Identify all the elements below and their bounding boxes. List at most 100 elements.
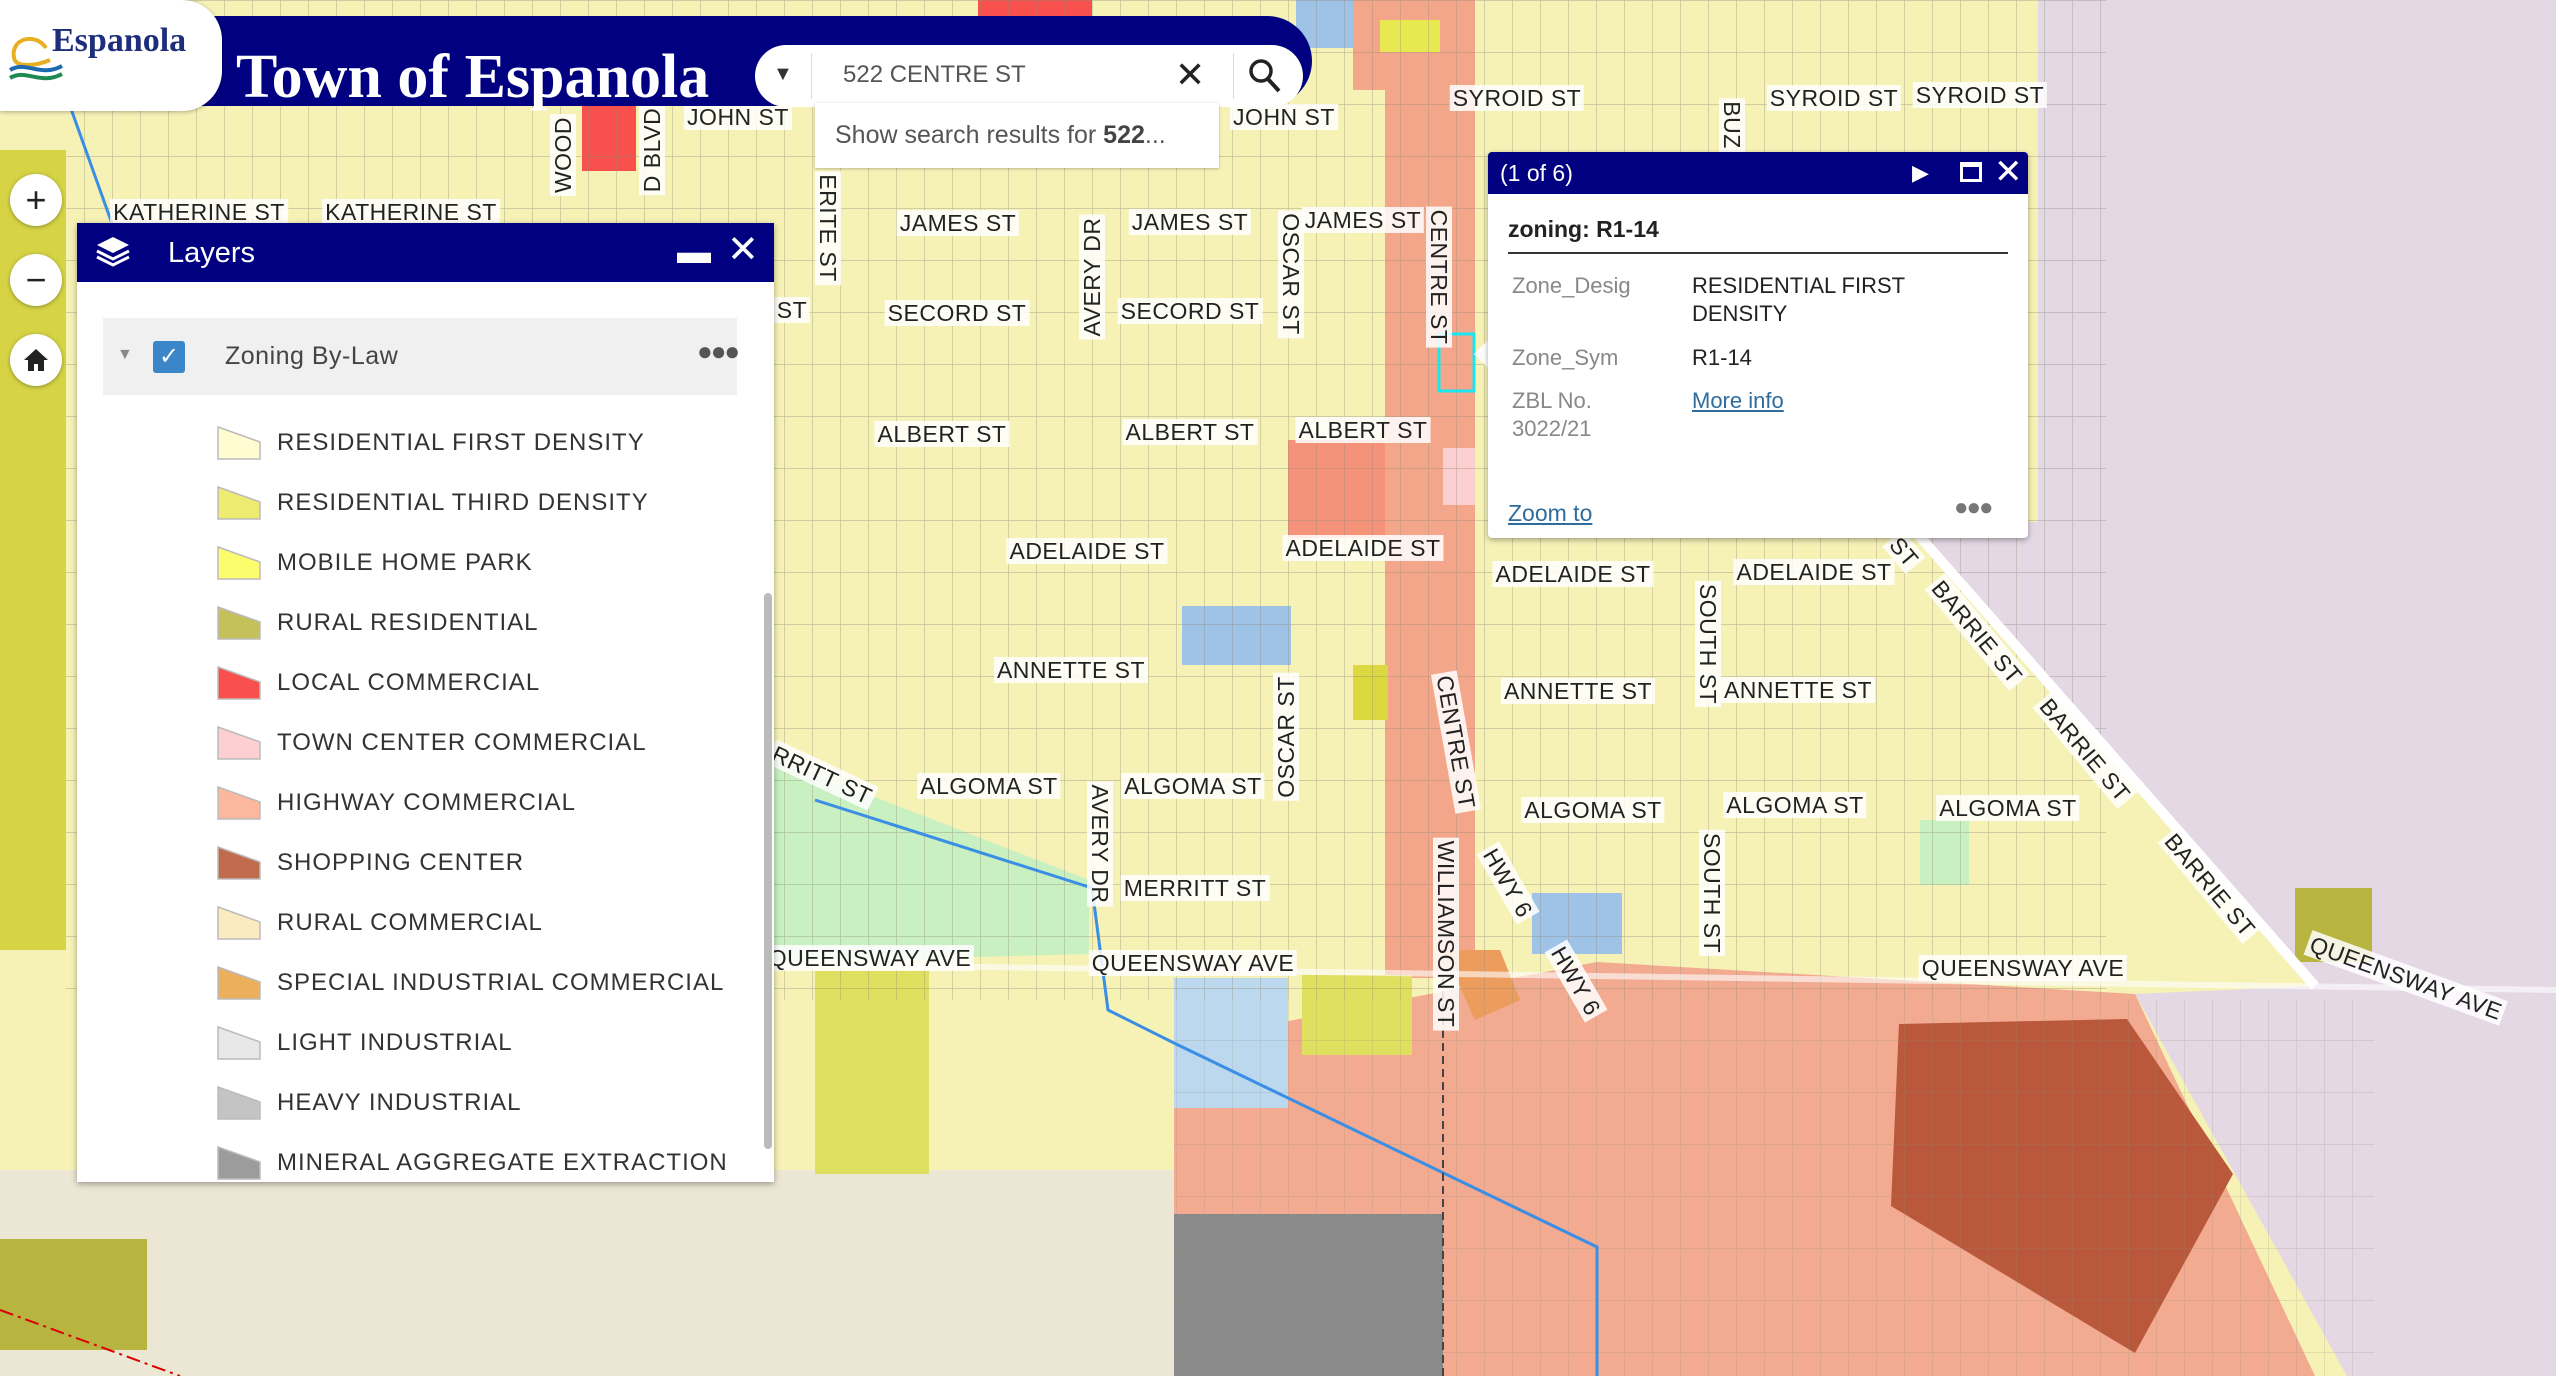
street-label: SECORD ST (1117, 298, 1263, 324)
next-feature-icon[interactable]: ▶ (1912, 160, 1929, 185)
layer-item-zoning[interactable]: ▼ ✓ Zoning By-Law ●●● (103, 318, 740, 395)
street-label: ANNETTE ST (1500, 678, 1656, 704)
zoom-to-link[interactable]: Zoom to (1508, 500, 1593, 526)
street-label: JAMES ST (1128, 209, 1252, 235)
zoom-out-button[interactable]: − (10, 254, 62, 306)
street-label: ERITE ST (815, 171, 841, 285)
layers-panel: Layers ▬ ✕ ▼ ✓ Zoning By-Law ●●● RESIDEN… (77, 223, 774, 1182)
parcel-lines-south (1174, 1000, 2374, 1376)
street-label: QUEENSWAY AVE (765, 945, 975, 971)
feature-counter: (1 of 6) (1500, 160, 1573, 186)
street-label: JAMES ST (1301, 207, 1425, 233)
minimize-icon[interactable]: ▬ (677, 233, 711, 271)
collapse-caret-icon[interactable]: ▼ (117, 346, 133, 363)
legend-label: RURAL RESIDENTIAL (277, 609, 539, 636)
home-button[interactable] (10, 334, 62, 386)
boundary-line (0, 1309, 181, 1376)
legend-label: TOWN CENTER COMMERCIAL (277, 729, 647, 756)
street-label: BUZ (1719, 98, 1745, 152)
legend-swatch (217, 1146, 261, 1180)
layers-header: Layers ▬ ✕ (77, 223, 774, 282)
field-row: Zone_Sym R1-14 (1512, 344, 1972, 372)
scrollbar[interactable] (764, 593, 772, 1149)
street-label: ALGOMA ST (1521, 797, 1665, 823)
street-label: WILLIAMSON ST (1433, 837, 1459, 1031)
street-label: SOUTH ST (1695, 580, 1721, 708)
legend-label: LIGHT INDUSTRIAL (277, 1029, 513, 1056)
legend-label: HIGHWAY COMMERCIAL (277, 789, 576, 816)
street-label: KATHERINE ST (322, 199, 500, 225)
layer-visibility-checkbox[interactable]: ✓ (153, 341, 185, 373)
legend-item: TOWN CENTER COMMERCIAL (217, 713, 737, 773)
legend-item: LOCAL COMMERCIAL (217, 653, 737, 713)
street-label: OSCAR ST (1278, 210, 1304, 338)
app-header: Town of Espanola ▼ ✕ (0, 16, 1312, 111)
street-label: SYROID ST (1766, 85, 1902, 111)
legend-swatch (217, 726, 261, 760)
legend-item: RESIDENTIAL FIRST DENSITY (217, 413, 737, 473)
legend-swatch (217, 486, 261, 520)
legend-swatch (217, 906, 261, 940)
street-label: ADELAIDE ST (1492, 561, 1654, 587)
street-label: JOHN ST (1230, 104, 1338, 130)
field-key: Zone_Sym (1512, 345, 1619, 370)
street-label: WOOD (550, 113, 576, 197)
maximize-icon[interactable] (1960, 162, 1982, 182)
more-actions-icon[interactable]: ●●● (1954, 494, 1993, 521)
app-title: Town of Espanola (236, 43, 710, 111)
zone-bottom-left (0, 1170, 1174, 1376)
zoom-in-button[interactable]: + (10, 174, 62, 226)
legend-label: HEAVY INDUSTRIAL (277, 1089, 522, 1116)
legend-item: SPECIAL INDUSTRIAL COMMERCIAL (217, 953, 737, 1013)
clear-search-icon[interactable]: ✕ (1175, 54, 1206, 95)
legend-swatch (217, 966, 261, 1000)
street-label: MERRITT ST (1120, 875, 1270, 901)
street-label: ALGOMA ST (1936, 795, 2080, 821)
more-info-link[interactable]: More info (1692, 388, 1784, 413)
divider (811, 53, 812, 99)
search-source-dropdown[interactable]: ▼ (773, 63, 793, 85)
legend-swatch (217, 1086, 261, 1120)
town-logo[interactable]: Espanola (0, 0, 222, 111)
street-label: SYROID ST (1912, 82, 2048, 108)
street-label: ANNETTE ST (993, 657, 1149, 683)
search-icon[interactable] (1247, 57, 1283, 100)
river-line-2 (814, 798, 1599, 1376)
legend-item: MINERAL AGGREGATE EXTRACTION (217, 1133, 737, 1182)
legend-label: RESIDENTIAL THIRD DENSITY (277, 489, 649, 516)
popup-pointer (1474, 338, 1490, 370)
street-label: ADELAIDE ST (1282, 535, 1444, 561)
street-label: CENTRE ST (1426, 206, 1452, 348)
street-label: SYROID ST (1449, 85, 1585, 111)
close-icon[interactable]: ✕ (1994, 153, 2023, 191)
layers-title: Layers (168, 237, 256, 269)
logo-text: Espanola (52, 22, 187, 59)
street-label: JAMES ST (896, 210, 1020, 236)
street-label: OSCAR ST (1273, 673, 1299, 801)
street-label: QUEENSWAY AVE (1918, 955, 2128, 981)
street-label: ALGOMA ST (1121, 773, 1265, 799)
street-label: ALBERT ST (1122, 419, 1258, 445)
legend-swatch (217, 786, 261, 820)
legend-item: LIGHT INDUSTRIAL (217, 1013, 737, 1073)
layers-icon (95, 235, 131, 274)
search-input[interactable] (843, 55, 1163, 95)
layer-options-icon[interactable]: ●●● (697, 336, 740, 366)
legend-item: MOBILE HOME PARK (217, 533, 737, 593)
field-value: R1-14 (1692, 345, 1752, 370)
search-suggestion[interactable]: Show search results for 522... (815, 103, 1219, 168)
legend-swatch (217, 846, 261, 880)
legend-item: RESIDENTIAL THIRD DENSITY (217, 473, 737, 533)
legend-swatch (217, 1026, 261, 1060)
zone-res-third-1 (815, 970, 929, 1174)
street-label: ALBERT ST (1295, 417, 1431, 443)
zone-rural-res-bl (0, 1239, 147, 1350)
street-label: SECORD ST (884, 300, 1030, 326)
street-label: AVERY DR (1079, 214, 1105, 340)
legend-label: MOBILE HOME PARK (277, 549, 533, 576)
legend-swatch (217, 426, 261, 460)
street-label: ST (773, 297, 811, 323)
close-icon[interactable]: ✕ (727, 229, 759, 271)
legend-item: RURAL COMMERCIAL (217, 893, 737, 953)
suggestion-term: 522 (1103, 121, 1145, 149)
